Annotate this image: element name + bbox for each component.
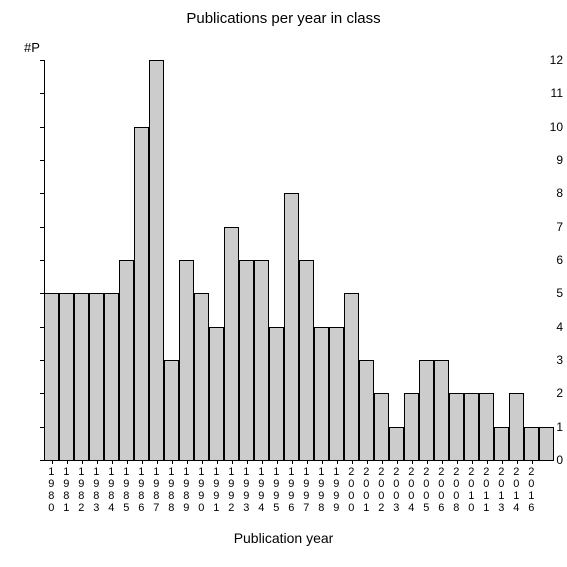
y-tick-label: 11 (525, 86, 563, 100)
y-tick-label: 10 (525, 120, 563, 134)
x-tick-label: 2 0 1 4 (513, 466, 520, 514)
x-tick-label: 1 9 9 6 (288, 466, 295, 514)
x-tick-label: 2 0 0 6 (438, 466, 445, 514)
x-tick-label: 2 0 1 1 (483, 466, 490, 514)
y-tick-mark (40, 193, 44, 194)
x-tick-mark (367, 460, 368, 464)
x-axis-label: Publication year (0, 530, 567, 546)
x-tick-mark (427, 460, 428, 464)
x-tick-mark (277, 460, 278, 464)
x-tick-mark (157, 460, 158, 464)
y-tick-mark (40, 60, 44, 61)
y-tick-mark (40, 93, 44, 94)
x-ticks: 1 9 8 0 1 9 8 1 1 9 8 2 1 9 8 3 1 9 8 4 1 9 8… (0, 460, 567, 540)
x-tick-mark (97, 460, 98, 464)
x-tick-label: 1 9 8 1 (63, 466, 70, 514)
x-tick-label: 1 9 9 5 (273, 466, 280, 514)
x-tick-label: 2 0 1 6 (528, 466, 535, 514)
x-tick-mark (352, 460, 353, 464)
y-tick-label: 2 (525, 386, 563, 400)
x-tick-label: 2 0 0 4 (408, 466, 415, 514)
x-tick-mark (82, 460, 83, 464)
y-tick-label: 5 (525, 286, 563, 300)
x-tick-label: 1 9 8 8 (168, 466, 175, 514)
x-tick-label: 2 0 0 0 (348, 466, 355, 514)
x-tick-label: 2 0 0 3 (393, 466, 400, 514)
x-tick-mark (337, 460, 338, 464)
y-tick-label: 4 (525, 320, 563, 334)
x-tick-mark (52, 460, 53, 464)
y-tick-label: 8 (525, 186, 563, 200)
x-tick-label: 1 9 8 7 (153, 466, 160, 514)
x-tick-mark (307, 460, 308, 464)
x-tick-mark (472, 460, 473, 464)
y-tick-label: 9 (525, 153, 563, 167)
x-tick-label: 2 0 1 0 (468, 466, 475, 514)
y-tick-mark (40, 327, 44, 328)
x-tick-label: 1 9 9 0 (198, 466, 205, 514)
y-tick-mark (40, 293, 44, 294)
x-tick-label: 1 9 9 3 (243, 466, 250, 514)
x-tick-label: 2 0 0 2 (378, 466, 385, 514)
y-tick-mark (40, 393, 44, 394)
x-tick-mark (397, 460, 398, 464)
y-tick-mark (40, 260, 44, 261)
x-tick-mark (487, 460, 488, 464)
y-tick-label: 3 (525, 353, 563, 367)
y-tick-label: 6 (525, 253, 563, 267)
x-tick-label: 1 9 9 9 (333, 466, 340, 514)
x-tick-mark (442, 460, 443, 464)
y-tick-label: 7 (525, 220, 563, 234)
x-tick-label: 1 9 8 5 (123, 466, 130, 514)
x-tick-mark (262, 460, 263, 464)
y-tick-label: 1 (525, 420, 563, 434)
y-tick-label: 12 (525, 53, 563, 67)
x-tick-mark (532, 460, 533, 464)
x-tick-mark (187, 460, 188, 464)
x-tick-mark (412, 460, 413, 464)
x-tick-label: 1 9 9 8 (318, 466, 325, 514)
y-tick-mark (40, 160, 44, 161)
x-tick-mark (172, 460, 173, 464)
x-tick-mark (502, 460, 503, 464)
x-tick-mark (247, 460, 248, 464)
x-tick-label: 1 9 9 7 (303, 466, 310, 514)
y-tick-mark (40, 427, 44, 428)
x-tick-mark (217, 460, 218, 464)
x-tick-label: 2 0 0 5 (423, 466, 430, 514)
x-tick-label: 1 9 8 9 (183, 466, 190, 514)
x-tick-mark (292, 460, 293, 464)
y-tick-mark (40, 360, 44, 361)
x-tick-label: 1 9 9 4 (258, 466, 265, 514)
x-tick-label: 1 9 9 1 (213, 466, 220, 514)
x-tick-mark (232, 460, 233, 464)
x-tick-mark (67, 460, 68, 464)
x-tick-label: 1 9 8 2 (78, 466, 85, 514)
x-tick-mark (142, 460, 143, 464)
x-tick-label: 2 0 0 8 (453, 466, 460, 514)
chart-container: Publications per year in class #P 012345… (0, 0, 567, 567)
x-tick-mark (382, 460, 383, 464)
y-tick-mark (40, 127, 44, 128)
x-tick-mark (457, 460, 458, 464)
x-tick-label: 1 9 8 6 (138, 466, 145, 514)
x-tick-label: 1 9 8 4 (108, 466, 115, 514)
x-tick-mark (127, 460, 128, 464)
y-tick-mark (40, 227, 44, 228)
x-tick-label: 1 9 9 2 (228, 466, 235, 514)
x-tick-label: 1 9 8 3 (93, 466, 100, 514)
x-tick-mark (112, 460, 113, 464)
x-tick-mark (517, 460, 518, 464)
x-tick-label: 2 0 0 1 (363, 466, 370, 514)
x-tick-mark (202, 460, 203, 464)
x-tick-label: 2 0 1 3 (498, 466, 505, 514)
x-tick-label: 1 9 8 0 (48, 466, 55, 514)
x-tick-mark (322, 460, 323, 464)
